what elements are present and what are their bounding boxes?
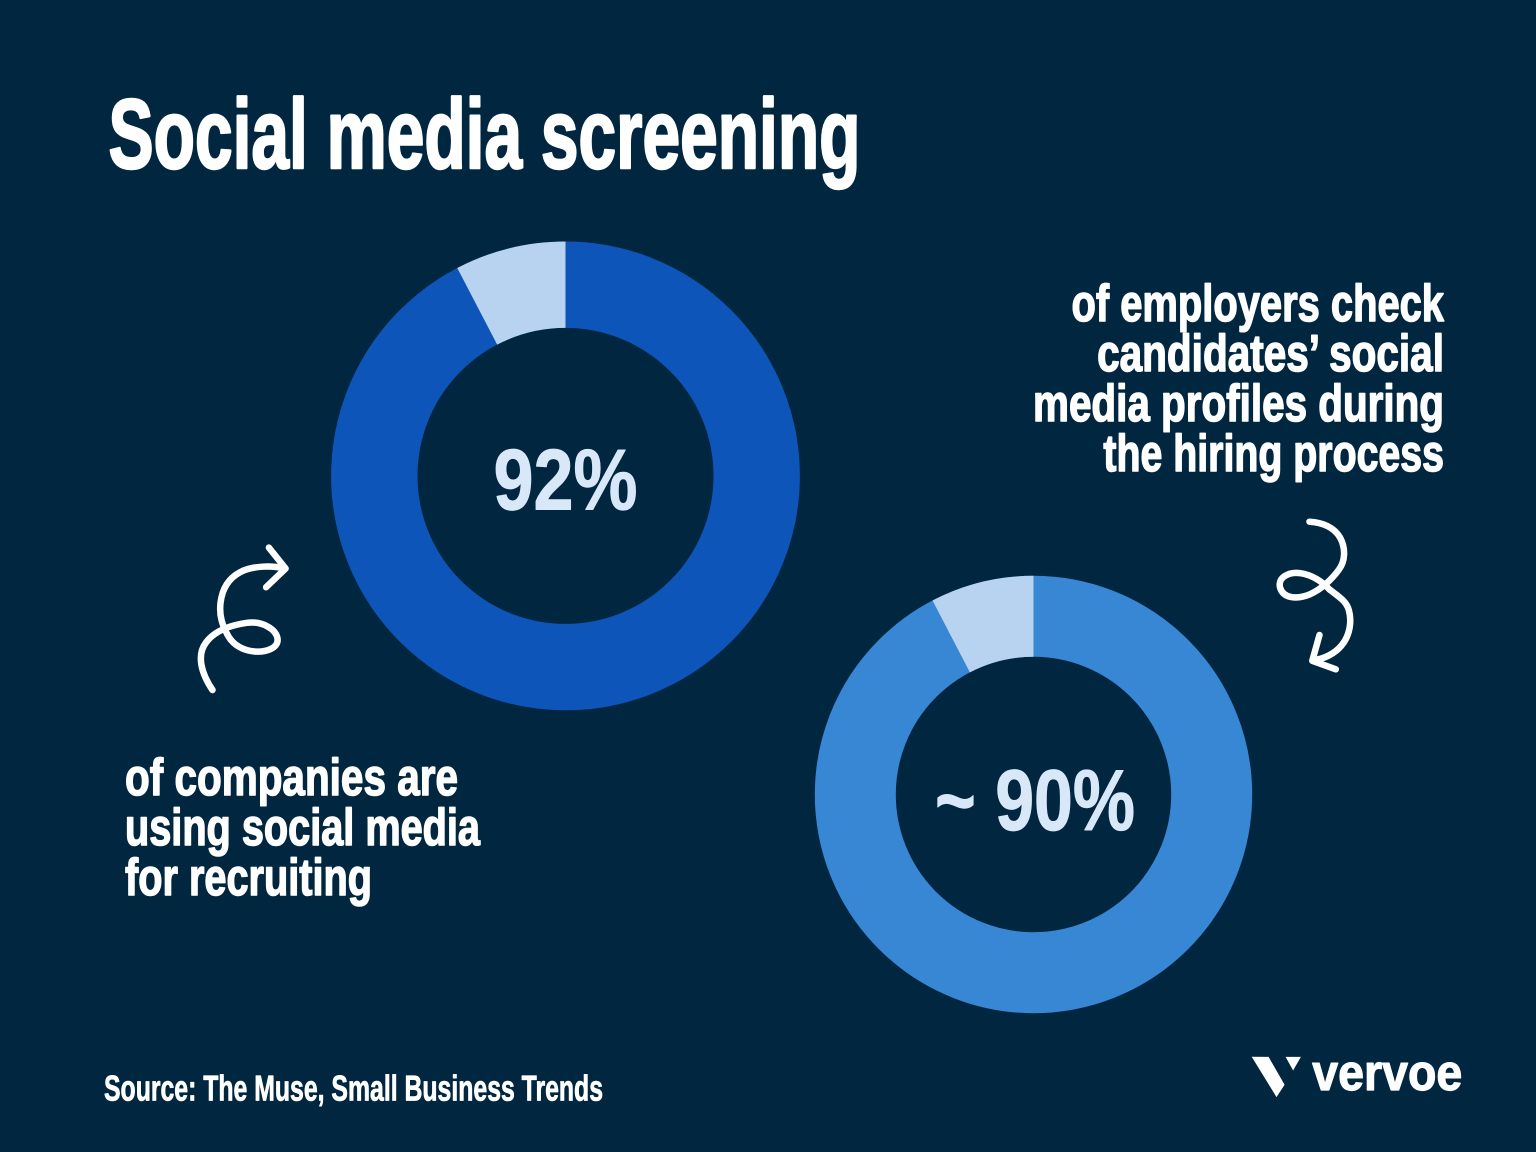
svg-text:~ 90%: ~ 90% (935, 753, 1135, 849)
svg-text:Social media screening: Social media screening (109, 79, 861, 189)
svg-text:vervoe: vervoe (1312, 1044, 1462, 1101)
svg-text:using social media: using social media (125, 799, 481, 857)
svg-text:92%: 92% (494, 432, 638, 528)
svg-text:candidates’ social: candidates’ social (1097, 325, 1444, 383)
svg-text:for recruiting: for recruiting (125, 849, 372, 907)
svg-text:the hiring process: the hiring process (1103, 425, 1444, 483)
svg-text:Source: The Muse, Small Busine: Source: The Muse, Small Business Trends (104, 1068, 603, 1109)
svg-text:media profiles during: media profiles during (1033, 375, 1444, 433)
svg-text:of employers check: of employers check (1072, 275, 1445, 333)
svg-text:of companies are: of companies are (125, 749, 458, 807)
